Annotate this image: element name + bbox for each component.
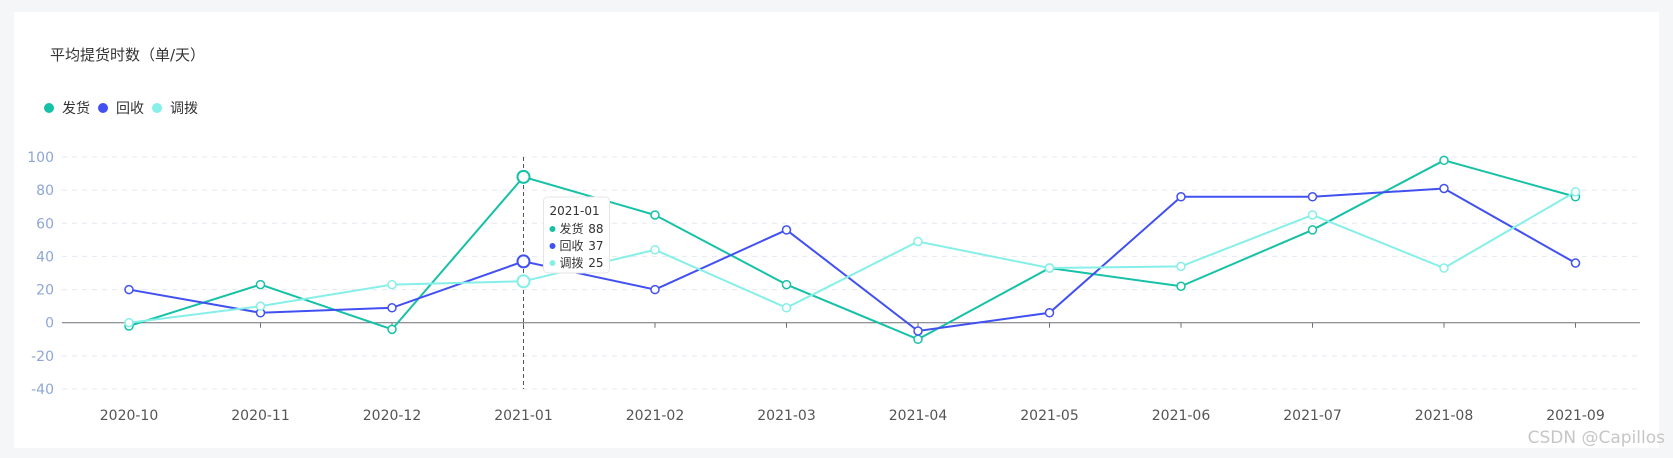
data-point bbox=[1439, 155, 1449, 166]
legend-label: 调拨 bbox=[170, 101, 198, 117]
tooltip-series-value: 37 bbox=[588, 239, 603, 253]
data-point bbox=[781, 303, 792, 313]
data-point bbox=[1044, 263, 1055, 273]
data-point bbox=[124, 284, 134, 295]
y-tick-label: -20 bbox=[31, 349, 54, 365]
tooltip-dot-icon bbox=[549, 226, 556, 232]
series-line bbox=[128, 190, 1577, 324]
x-tick-label: 2021-08 bbox=[1415, 408, 1474, 424]
data-point bbox=[1176, 192, 1186, 202]
data-point bbox=[1307, 225, 1318, 235]
x-tick-label: 2021-01 bbox=[494, 408, 553, 424]
data-point bbox=[1570, 187, 1581, 197]
x-tick-label: 2020-10 bbox=[100, 408, 159, 424]
tooltip-series-name: 发货 bbox=[560, 221, 584, 236]
x-tick-label: 2020-11 bbox=[231, 408, 290, 424]
x-tick-label: 2021-05 bbox=[1020, 408, 1079, 424]
tooltip-series-name: 回收 bbox=[560, 239, 584, 253]
y-tick-label: 80 bbox=[36, 183, 54, 199]
data-point bbox=[913, 326, 923, 336]
legend-label: 发货 bbox=[62, 101, 90, 117]
data-point bbox=[650, 284, 660, 295]
series-1 bbox=[124, 183, 1581, 336]
data-point bbox=[1044, 308, 1055, 318]
y-tick-label: -40 bbox=[31, 382, 54, 398]
data-point bbox=[255, 301, 266, 311]
x-tick-label: 2021-02 bbox=[626, 408, 685, 424]
data-point bbox=[516, 169, 531, 184]
chart-title: 平均提货时数（单/天） bbox=[50, 46, 206, 64]
watermark: CSDN @Capillos bbox=[1527, 428, 1665, 448]
tooltip: 2021-01 发货 88 回收 37 调拨 25 bbox=[543, 196, 610, 274]
x-tick-label: 2021-06 bbox=[1152, 408, 1211, 424]
legend: 发货 回收 调拨 bbox=[44, 98, 206, 118]
tooltip-dot-icon bbox=[549, 260, 556, 266]
data-point bbox=[1307, 192, 1318, 202]
data-point bbox=[1570, 258, 1581, 268]
tooltip-series-value: 25 bbox=[588, 256, 603, 270]
legend-dot-icon bbox=[44, 103, 54, 113]
data-point bbox=[913, 236, 923, 247]
legend-item-fahuo[interactable]: 发货 bbox=[44, 98, 90, 118]
tooltip-series-name: 调拨 bbox=[560, 256, 584, 270]
data-point bbox=[1307, 210, 1318, 220]
chart-card: 平均提货时数（单/天） 发货 回收 调拨 bbox=[14, 12, 1659, 448]
x-tick-label: 2021-09 bbox=[1546, 408, 1605, 424]
data-point bbox=[1176, 261, 1186, 272]
y-tick-label: 100 bbox=[27, 150, 54, 166]
series-line bbox=[128, 187, 1576, 333]
series-2 bbox=[124, 187, 1581, 328]
legend-item-huishou[interactable]: 回收 bbox=[98, 98, 144, 118]
tooltip-box bbox=[543, 196, 610, 274]
data-point bbox=[516, 274, 531, 289]
series-line bbox=[128, 159, 1576, 341]
x-tick-label: 2021-03 bbox=[757, 408, 816, 424]
data-point bbox=[781, 225, 792, 235]
legend-dot-icon bbox=[152, 103, 162, 113]
x-tick-label: 2021-04 bbox=[889, 408, 948, 424]
data-point bbox=[387, 324, 397, 335]
y-tick-label: 40 bbox=[36, 249, 54, 265]
legend-dot-icon bbox=[98, 103, 108, 113]
tooltip-series-value: 88 bbox=[588, 222, 603, 236]
data-point bbox=[1439, 263, 1449, 273]
legend-label: 回收 bbox=[116, 101, 144, 117]
data-point bbox=[124, 317, 134, 328]
y-tick-label: 60 bbox=[36, 216, 54, 232]
y-tick-label: 0 bbox=[45, 316, 54, 332]
data-point bbox=[1439, 183, 1449, 194]
data-point bbox=[387, 279, 397, 290]
y-tick-label: 20 bbox=[36, 283, 54, 299]
legend-item-diaobo[interactable]: 调拨 bbox=[152, 98, 198, 118]
tooltip-title: 2021-01 bbox=[550, 204, 600, 218]
data-point bbox=[781, 279, 792, 290]
tooltip-dot-icon bbox=[549, 243, 556, 249]
x-tick-label: 2021-07 bbox=[1283, 408, 1342, 424]
x-tick-label: 2020-12 bbox=[363, 408, 422, 424]
data-point bbox=[1176, 281, 1186, 292]
data-point bbox=[650, 245, 660, 255]
series-0 bbox=[124, 155, 1581, 345]
data-point bbox=[516, 254, 531, 269]
data-point bbox=[913, 334, 923, 345]
data-point bbox=[387, 303, 397, 313]
data-point bbox=[650, 210, 660, 220]
data-point bbox=[255, 279, 266, 290]
